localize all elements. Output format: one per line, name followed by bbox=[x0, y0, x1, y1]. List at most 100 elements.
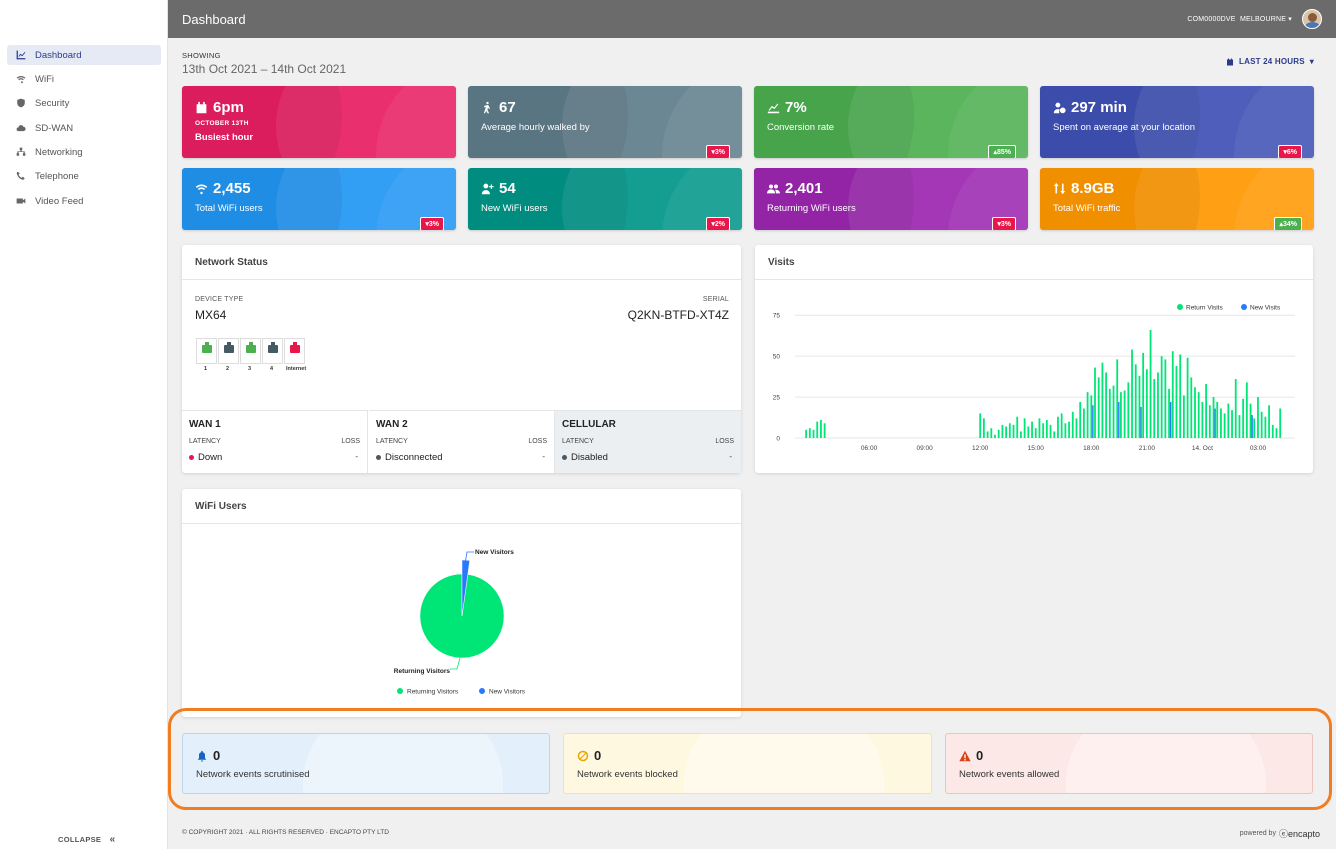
chevron-double-left-icon: « bbox=[109, 834, 116, 845]
bar-return-visits bbox=[1001, 424, 1004, 438]
date-range: 13th Oct 2021 – 14th Oct 2021 bbox=[182, 62, 347, 76]
chart-legend: Return Visits New Visits bbox=[1177, 304, 1281, 312]
legend-label: Return Visits bbox=[1186, 305, 1223, 312]
x-tick-label: 15:00 bbox=[1028, 445, 1045, 452]
bar-return-visits bbox=[1168, 388, 1170, 438]
bar-return-visits bbox=[1016, 416, 1019, 438]
shield-icon bbox=[15, 97, 27, 109]
stat-value: 7% bbox=[785, 99, 807, 116]
ethernet-port-icon bbox=[267, 342, 278, 353]
stat-value: 2,401 bbox=[785, 180, 823, 197]
sidebar-item-security[interactable]: Security bbox=[7, 93, 161, 113]
port[interactable] bbox=[218, 338, 239, 364]
brand-logo: ⓔencapto bbox=[1278, 829, 1320, 839]
port[interactable] bbox=[196, 338, 217, 364]
top-bar: Dashboard COM0000DVE MELBOURNE ▾ bbox=[168, 0, 1336, 38]
bar-return-visits bbox=[1005, 426, 1008, 438]
x-tick-label: 12:00 bbox=[972, 445, 989, 452]
legend-label: Returning Visitors bbox=[407, 689, 459, 696]
bar-return-visits bbox=[1223, 413, 1226, 438]
wan-name: WAN 2 bbox=[376, 419, 408, 430]
bar-return-visits bbox=[1164, 359, 1167, 438]
sidebar: Dashboard WiFi Security SD-WAN Networkin… bbox=[0, 0, 168, 849]
cloud-icon bbox=[15, 122, 27, 134]
collapse-button[interactable]: COLLAPSE « bbox=[58, 834, 116, 845]
wifi-icon bbox=[195, 184, 208, 195]
bar-return-visits bbox=[979, 413, 982, 438]
pie-labels: New Visitors Returning Visitors bbox=[394, 549, 515, 675]
collapse-label: COLLAPSE bbox=[58, 835, 102, 844]
bar-return-visits bbox=[1149, 329, 1152, 438]
port[interactable] bbox=[240, 338, 261, 364]
sidebar-item-video-feed[interactable]: Video Feed bbox=[7, 191, 161, 211]
wan-status: CELLULAR LATENCY LOSS Disabled - bbox=[555, 410, 741, 473]
trend-badge: ▴85% bbox=[988, 145, 1016, 158]
bar-return-visits bbox=[1186, 357, 1189, 438]
port[interactable] bbox=[262, 338, 283, 364]
bar-return-visits bbox=[982, 418, 985, 438]
stat-value: 54 bbox=[499, 180, 516, 197]
sidebar-item-telephone[interactable]: Telephone bbox=[7, 166, 161, 186]
stat-value-row: 2,455 bbox=[195, 180, 251, 197]
bar-return-visits bbox=[1094, 367, 1096, 438]
event-label: Network events blocked bbox=[577, 769, 678, 780]
loss-label: LOSS bbox=[715, 438, 734, 445]
loss-label: LOSS bbox=[528, 438, 547, 445]
panel-title: Network Status bbox=[195, 257, 268, 268]
sidebar-item-wifi[interactable]: WiFi bbox=[7, 69, 161, 89]
period-dropdown[interactable]: LAST 24 HOURS ▾ bbox=[1226, 57, 1314, 66]
x-tick-label: 09:00 bbox=[916, 445, 933, 452]
status-dot bbox=[376, 455, 381, 460]
event-count: 0 bbox=[976, 748, 984, 763]
bar-return-visits bbox=[1027, 426, 1030, 438]
bar-return-visits bbox=[1216, 401, 1219, 438]
wifi-users-panel: WiFi Users New Visitors Returning Visitor… bbox=[182, 489, 741, 717]
bar-return-visits bbox=[805, 429, 808, 438]
network-icon bbox=[15, 146, 27, 158]
avatar[interactable] bbox=[1302, 9, 1322, 29]
ethernet-port-icon bbox=[289, 342, 300, 353]
device-type-value: MX64 bbox=[195, 308, 227, 322]
event-label: Network events allowed bbox=[959, 769, 1060, 780]
caret-up-icon: ▴ bbox=[993, 149, 997, 156]
wan-name: WAN 1 bbox=[189, 419, 221, 430]
loss-value: - bbox=[355, 452, 358, 461]
sidebar-item-label: Telephone bbox=[35, 170, 79, 182]
powered-by: powered by ⓔencapto bbox=[1240, 827, 1320, 840]
trend-value: 3% bbox=[1000, 221, 1011, 228]
latency-label: LATENCY bbox=[376, 438, 408, 445]
stat-label: Returning WiFi users bbox=[767, 203, 856, 214]
chart-legend: Returning Visitors New Visitors bbox=[397, 688, 526, 696]
bar-return-visits bbox=[1075, 418, 1078, 438]
account-selector[interactable]: COM0000DVE MELBOURNE ▾ bbox=[1187, 15, 1292, 23]
period-label: LAST 24 HOURS bbox=[1239, 57, 1305, 66]
sidebar-item-sd-wan[interactable]: SD-WAN bbox=[7, 118, 161, 138]
bar-return-visits bbox=[1020, 431, 1022, 438]
stat-value: 297 min bbox=[1071, 99, 1127, 116]
bar-return-visits bbox=[1242, 398, 1245, 438]
wan-state: Down bbox=[189, 452, 222, 463]
trend-badge: ▾3% bbox=[992, 217, 1016, 230]
bar-return-visits bbox=[1045, 419, 1048, 438]
bar-return-visits bbox=[1145, 369, 1148, 438]
trend-value: 2% bbox=[714, 221, 725, 228]
sidebar-item-networking[interactable]: Networking bbox=[7, 142, 161, 162]
trend-badge: ▾3% bbox=[420, 217, 444, 230]
bar-return-visits bbox=[1268, 405, 1270, 438]
leader-line bbox=[450, 657, 461, 670]
bar-return-visits bbox=[986, 431, 989, 438]
ethernet-port-icon bbox=[201, 342, 212, 353]
sidebar-item-dashboard[interactable]: Dashboard bbox=[7, 45, 161, 65]
port-label: 2 bbox=[226, 366, 230, 372]
bar-return-visits bbox=[1157, 372, 1159, 438]
bar-return-visits bbox=[1053, 431, 1056, 438]
port[interactable] bbox=[284, 338, 305, 364]
trend-badge: ▾2% bbox=[706, 217, 730, 230]
sidebar-item-label: SD-WAN bbox=[35, 122, 74, 134]
ethernet-port-icon bbox=[245, 342, 256, 353]
bar-return-visits bbox=[1190, 377, 1193, 438]
latency-label: LATENCY bbox=[562, 438, 594, 445]
loss-value: - bbox=[729, 452, 732, 461]
bar-return-visits bbox=[1160, 356, 1163, 438]
port-label: 1 bbox=[204, 366, 208, 372]
